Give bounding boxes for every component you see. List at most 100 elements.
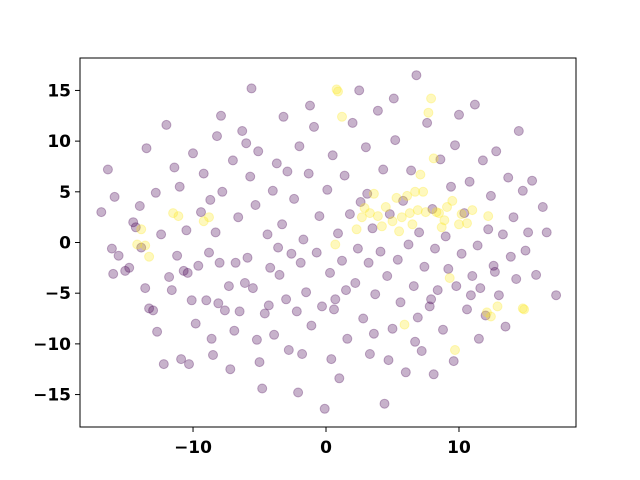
- scatter-point: [265, 262, 276, 273]
- scatter-point: [431, 207, 442, 218]
- x-tick-label: 10: [447, 438, 471, 458]
- scatter-point: [263, 300, 274, 311]
- scatter-point: [273, 242, 284, 253]
- scatter-point: [322, 184, 333, 195]
- scatter-point: [511, 274, 522, 284]
- scatter-point: [416, 346, 427, 356]
- scatter-point: [462, 218, 472, 229]
- scatter-point: [344, 209, 355, 220]
- scatter-point: [408, 281, 419, 292]
- scatter-point: [412, 205, 423, 216]
- scatter-point: [415, 169, 426, 180]
- scatter-point: [485, 190, 496, 201]
- scatter-point: [223, 281, 234, 292]
- scatter-point: [472, 240, 483, 251]
- y-tick-label: −15: [33, 386, 71, 406]
- scatter-point: [337, 255, 347, 266]
- scatter-point: [427, 204, 438, 214]
- scatter-point: [198, 216, 209, 227]
- scatter-point: [309, 121, 319, 132]
- scatter-point: [400, 367, 411, 378]
- scatter-point: [351, 224, 362, 235]
- scatter-point: [96, 207, 107, 218]
- scatter-point: [331, 84, 342, 95]
- scatter-point: [392, 254, 403, 265]
- scatter-point: [391, 192, 402, 203]
- scatter-point: [488, 260, 499, 271]
- scatter-point: [161, 119, 172, 130]
- scatter-point: [229, 325, 240, 336]
- scatter-point: [130, 222, 141, 233]
- scatter-point: [237, 126, 248, 136]
- scatter-point: [245, 171, 256, 182]
- scatter-point: [368, 328, 379, 339]
- scatter-point: [293, 387, 304, 398]
- scatter-point: [375, 246, 386, 257]
- scatter-point: [178, 265, 189, 276]
- scatter-point: [281, 294, 292, 305]
- scatter-point: [379, 398, 390, 409]
- scatter-point: [418, 186, 429, 197]
- scatter-point: [297, 349, 308, 359]
- scatter-point: [291, 306, 302, 317]
- scatter-point: [257, 383, 268, 394]
- scatter-point: [483, 224, 494, 235]
- scatter-point: [402, 190, 413, 201]
- scatter-point: [384, 209, 395, 220]
- scatter-point: [432, 285, 443, 296]
- scatter-point: [394, 226, 405, 237]
- scatter-point: [399, 319, 410, 330]
- scatter-point: [182, 267, 193, 278]
- scatter-point: [517, 303, 528, 314]
- scatter-point: [465, 290, 476, 301]
- scatter-point: [442, 202, 452, 212]
- y-tick-label: −5: [45, 284, 71, 304]
- scatter-point: [206, 333, 217, 344]
- scatter-point: [186, 295, 197, 306]
- scatter-point: [106, 243, 117, 254]
- scatter-point: [201, 295, 212, 306]
- scatter-point: [481, 307, 492, 318]
- scatter-point: [376, 221, 387, 232]
- scatter-point: [448, 356, 459, 367]
- scatter-point: [294, 141, 305, 152]
- scatter-point: [208, 350, 218, 360]
- points-layer: [96, 70, 562, 414]
- scatter-point: [205, 194, 216, 205]
- scatter-point: [150, 187, 161, 198]
- scatter-point: [450, 345, 460, 355]
- scatter-point: [169, 162, 180, 173]
- scatter-point: [140, 283, 151, 294]
- scatter-point: [520, 245, 531, 256]
- scatter-point: [246, 83, 257, 94]
- scatter-point: [298, 234, 309, 245]
- scatter-point: [359, 203, 370, 213]
- scatter-point: [144, 303, 155, 314]
- scatter-point: [225, 364, 236, 375]
- scatter-point: [473, 333, 484, 344]
- scatter-point: [430, 243, 440, 254]
- scatter-point: [317, 301, 327, 312]
- scatter-point: [219, 305, 230, 316]
- scatter-point: [337, 111, 347, 122]
- scatter-point: [508, 212, 519, 223]
- scatter-point: [333, 228, 343, 239]
- scatter-point: [464, 176, 475, 187]
- scatter-point: [446, 181, 456, 192]
- scatter-point: [428, 153, 439, 164]
- scatter-point: [188, 148, 198, 159]
- scatter-point: [451, 281, 462, 292]
- scatter-point: [214, 257, 225, 268]
- scatter-point: [311, 247, 322, 258]
- scatter-point: [434, 208, 444, 219]
- scatter-point: [469, 99, 480, 110]
- scatter-point: [410, 336, 421, 347]
- scatter-point: [368, 188, 379, 199]
- scatter-point: [227, 155, 238, 166]
- scatter-point: [485, 311, 496, 322]
- scatter-point: [456, 248, 467, 259]
- scatter-point: [440, 231, 451, 242]
- scatter-point: [360, 142, 371, 153]
